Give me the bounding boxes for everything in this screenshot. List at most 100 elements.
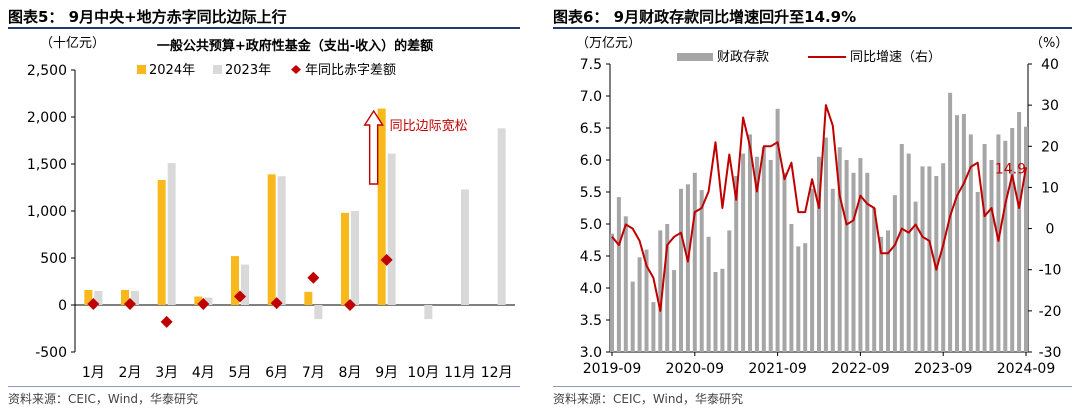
bar-2024	[341, 212, 349, 305]
fiscal-deposit-bar	[934, 176, 939, 352]
bar-2024	[231, 256, 239, 305]
fiscal-deposit-bar	[837, 147, 842, 352]
fiscal-deposit-bar	[713, 272, 718, 352]
fiscal-deposit-bar	[623, 216, 628, 352]
legend-marker-diff	[291, 65, 301, 74]
fiscal-deposit-bar	[651, 302, 656, 352]
legend-swatch-2024	[137, 65, 146, 74]
bar-2023	[204, 297, 213, 305]
legend-label-2023: 2023年	[225, 63, 271, 78]
bar-2024	[377, 108, 386, 305]
right-x-tick-label: 2024-09	[997, 361, 1056, 377]
deficit-diff-marker	[197, 298, 210, 311]
bar-2024	[304, 291, 313, 305]
bar-2023	[277, 176, 286, 305]
right-x-tick-label: 2021-09	[748, 361, 807, 377]
fiscal-deposit-bar	[948, 92, 953, 353]
fiscal-deposit-bar	[706, 236, 711, 352]
right-left-tick-label: 6.5	[580, 121, 602, 137]
left-chart: （十亿元） 一般公共预算+政府性基金（支出-收入）的差额 -500 0 500 1,000…	[27, 36, 515, 381]
right-left-tick-label: 6.0	[580, 153, 602, 169]
fiscal-deposit-bar	[844, 160, 849, 352]
left-x-tick-label: 7月	[302, 365, 325, 381]
fiscal-deposit-bar	[865, 172, 870, 352]
bar-2023	[387, 153, 396, 305]
right-right-tick-label: 20	[1041, 139, 1059, 155]
fiscal-deposit-bar	[927, 166, 932, 352]
fiscal-deposit-bar	[610, 233, 614, 352]
fiscal-deposit-bar	[886, 230, 890, 352]
fiscal-deposit-bar	[685, 184, 690, 352]
bar-2023	[94, 290, 103, 305]
fiscal-deposit-bar	[630, 281, 635, 352]
fiscal-deposit-bar	[872, 208, 877, 352]
left-x-tick-label: 5月	[229, 365, 252, 381]
fiscal-deposit-bar	[851, 172, 856, 352]
right-chart: （万亿元） （%） 3.0 3.5 4.0 4.5 5.0 5.5 6.0 6.5 7.0 7.5 -3…	[576, 36, 1068, 377]
fiscal-deposit-bar	[727, 230, 732, 352]
fiscal-deposit-bar	[968, 134, 973, 352]
left-source: 资料来源：CEIC，Wind，华泰研究	[8, 392, 199, 406]
annotation-label: 同比边际宽松	[390, 118, 468, 134]
legend-label-growth: 同比增速（右）	[850, 50, 941, 65]
right-x-tick-label: 2019-09	[583, 361, 642, 377]
fiscal-deposit-bar	[892, 195, 897, 352]
fiscal-deposit-bar	[672, 270, 677, 352]
left-x-tick-label: 3月	[155, 365, 178, 381]
annotation-arrow	[363, 109, 384, 185]
fiscal-deposit-bar	[1017, 112, 1022, 352]
fiscal-deposit-bar	[796, 246, 801, 352]
right-left-tick-label: 4.0	[580, 281, 602, 297]
fiscal-deposit-bar	[989, 160, 994, 352]
bar-2024	[194, 296, 203, 305]
fiscal-deposit-bar	[748, 134, 752, 352]
left-title-rule	[8, 27, 520, 29]
fiscal-deposit-bar	[996, 134, 1001, 352]
left-unit-label: （十亿元）	[40, 36, 105, 51]
right-right-tick-label: -20	[1039, 304, 1062, 320]
right-right-tick-label: 10	[1041, 180, 1059, 196]
left-figure-title: 图表5： 9月中央+地方赤字同比边际上行	[8, 8, 287, 26]
left-y-tick-label: -500	[35, 345, 67, 361]
fiscal-deposit-bar	[665, 224, 670, 352]
fiscal-deposit-bar	[699, 190, 704, 352]
bar-2023	[167, 163, 176, 305]
fiscal-deposit-bar	[879, 236, 884, 352]
yoy-growth-line	[611, 104, 1027, 312]
left-x-tick-label: 10月	[407, 365, 439, 381]
bar-2023	[241, 264, 249, 305]
right-left-tick-label: 3.5	[580, 313, 602, 329]
fiscal-deposit-bar	[679, 188, 683, 352]
deficit-diff-marker	[344, 299, 356, 311]
bar-2023	[351, 211, 359, 305]
right-right-tick-label: 0	[1046, 222, 1055, 238]
fiscal-deposit-bar	[734, 176, 739, 352]
legend-label-deposit: 财政存款	[717, 50, 769, 65]
legend-swatch-deposit	[677, 53, 713, 61]
legend-swatch-2023	[213, 65, 222, 74]
left-y-tick-label: 0	[58, 298, 67, 314]
left-chart-title: 一般公共预算+政府性基金（支出-收入）的差额	[157, 38, 433, 54]
fiscal-deposit-bar	[810, 188, 815, 352]
left-y-tick-label: 1,000	[27, 204, 67, 220]
left-x-tick-label: 4月	[192, 365, 215, 381]
end-value-label: 14.9	[995, 161, 1026, 177]
bar-2024	[157, 179, 166, 305]
fiscal-deposit-bar	[1003, 140, 1008, 352]
fiscal-deposit-bar	[975, 192, 980, 352]
left-x-tick-label: 9月	[375, 365, 398, 381]
left-x-tick-label: 8月	[339, 365, 362, 381]
left-x-tick-label: 11月	[444, 365, 476, 381]
fiscal-deposit-bar	[920, 166, 925, 352]
right-right-tick-label: 30	[1041, 98, 1059, 114]
right-source-rule	[553, 386, 1072, 387]
fiscal-deposit-bar	[741, 153, 746, 352]
bar-2023	[497, 128, 506, 305]
fiscal-deposit-bar	[768, 160, 773, 352]
legend-label-2024: 2024年	[149, 63, 195, 78]
left-source-rule	[8, 386, 520, 387]
fiscal-deposit-bar	[913, 201, 918, 352]
right-x-tick-label: 2023-09	[914, 361, 973, 377]
fiscal-deposit-bar	[830, 188, 835, 352]
right-left-tick-label: 5.5	[580, 185, 602, 201]
